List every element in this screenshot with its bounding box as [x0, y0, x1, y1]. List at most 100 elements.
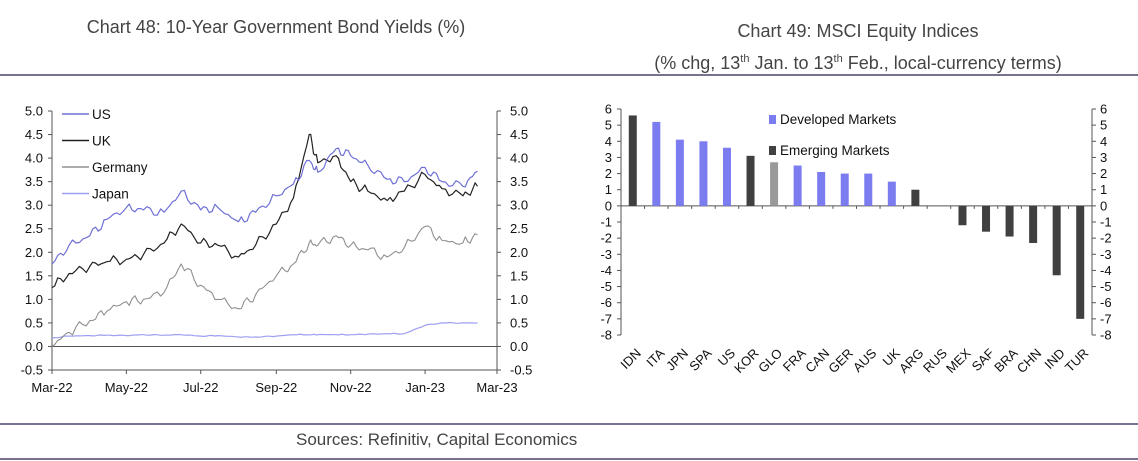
x-tick-label: Mar-22 [31, 380, 72, 395]
bar-can [817, 171, 826, 206]
y-tick-label: 0 [605, 198, 612, 213]
x-tick-label-chn: CHN [1014, 346, 1045, 377]
x-tick-label-spa: SPA [686, 345, 715, 374]
y-tick-label: 2.0 [25, 245, 43, 260]
bar-tur [1076, 205, 1085, 319]
y-right-tick-label: 3.0 [510, 198, 528, 213]
bar-chn [1029, 205, 1038, 243]
bar-kor [746, 155, 755, 206]
y-tick-label: -6 [600, 295, 612, 310]
y-right-tick-label: -5 [1100, 279, 1112, 294]
y-tick-label: 5 [605, 118, 612, 133]
y-tick-label: -0.5 [21, 363, 43, 378]
y-tick-label: 6 [605, 102, 612, 117]
y-right-tick-label: -3 [1100, 247, 1112, 262]
y-tick-label: 3 [605, 150, 612, 165]
y-tick-label: -4 [600, 263, 612, 278]
y-tick-label: 3.5 [25, 174, 43, 189]
y-right-tick-label: 0.5 [510, 315, 528, 330]
x-tick-label: Mar-23 [476, 380, 517, 395]
legend-label-developed: Developed Markets [780, 112, 897, 127]
y-right-tick-label: 3.5 [510, 174, 528, 189]
x-tick-label: Sep-22 [255, 380, 297, 395]
subtitle-sup: th [833, 53, 843, 65]
y-right-tick-label: -6 [1100, 295, 1112, 310]
x-tick-label: Nov-22 [330, 380, 372, 395]
y-tick-label: 4.5 [25, 127, 43, 142]
x-tick-label-idn: IDN [617, 346, 643, 372]
bar-idn [628, 115, 637, 206]
y-tick-label: -1 [600, 215, 612, 230]
bar-spa [699, 141, 708, 206]
series-line-us [51, 147, 478, 265]
legend-label-us: US [92, 107, 111, 122]
y-tick-label: -8 [600, 328, 612, 343]
subtitle-part: Jan. to 13 [749, 53, 834, 73]
y-tick-label: 1.5 [25, 268, 43, 283]
x-tick-label-saf: SAF [969, 345, 998, 374]
y-tick-label: -7 [600, 311, 612, 326]
x-tick-label-mex: MEX [943, 345, 974, 376]
x-tick-label: Jul-22 [183, 380, 218, 395]
x-tick-label-rus: RUS [920, 345, 950, 375]
y-right-tick-label: 0 [1100, 198, 1107, 213]
y-tick-label: 3.0 [25, 198, 43, 213]
y-right-tick-label: 4.0 [510, 151, 528, 166]
x-tick-label-glo: GLO [755, 346, 785, 376]
x-tick-label: May-22 [105, 380, 148, 395]
y-tick-label: 1.0 [25, 292, 43, 307]
y-right-tick-label: -7 [1100, 311, 1112, 326]
chart48-line-chart: 5.0 4.5 4.0 3.5 3.0 2.5 2.0 1.5 1.0 0.5 0.0 -0.5 5.0… [21, 104, 533, 396]
y-right-tick-label: 1.0 [510, 292, 528, 307]
footer-rule [0, 458, 1138, 460]
y-tick-label: -2 [600, 231, 612, 246]
y-tick-label: 2 [605, 166, 612, 181]
y-tick-label: 2.5 [25, 221, 43, 236]
x-tick-label-tur: TUR [1062, 346, 1091, 375]
bar-saf [982, 205, 991, 232]
x-tick-label-ind: IND [1041, 346, 1067, 372]
y-tick-label: 5.0 [25, 104, 43, 119]
y-right-tick-label: 2 [1100, 166, 1107, 181]
y-right-tick-label: 5.0 [510, 104, 528, 119]
chart49-bar-chart: 6 65 54 43 32 21 10 0-1 -1-2 -2-3 -3-4 -4-5 -5-6 -6-7… [600, 102, 1112, 377]
x-tick-label-ita: ITA [643, 345, 667, 369]
subtitle-part: (% chg, 13 [654, 53, 741, 73]
y-tick-label: -5 [600, 279, 612, 294]
bar-uk [887, 181, 896, 206]
y-right-tick-label: -0.5 [510, 363, 532, 378]
y-tick-label: 4.0 [25, 151, 43, 166]
y-tick-label: 0.5 [25, 315, 43, 330]
x-tick-label-jpn: JPN [663, 346, 691, 374]
series-line-japan [51, 321, 478, 339]
top-rule [0, 74, 1138, 76]
x-tick-label-can: CAN [802, 346, 832, 376]
bottom-rule [0, 423, 1138, 425]
bar-us [722, 147, 731, 206]
y-right-tick-label: 6 [1100, 102, 1107, 117]
chart49-title-line1: Chart 49: MSCI Equity Indices [737, 21, 979, 41]
x-tick-label-aus: AUS [850, 345, 880, 375]
chart49-title: Chart 49: MSCI Equity Indices (% chg, 13… [578, 17, 1138, 77]
y-tick-label: -3 [600, 247, 612, 262]
y-tick-label: 1 [605, 182, 612, 197]
bar-bra [1005, 205, 1014, 237]
legend-label-uk: UK [92, 134, 111, 149]
x-tick-label-ger: GER [825, 346, 856, 377]
chart49-subtitle: (% chg, 13th Jan. to 13th Feb., local-cu… [578, 45, 1138, 77]
y-right-tick-label: 1 [1100, 182, 1107, 197]
bar-ita [652, 121, 661, 206]
bar-ind [1052, 205, 1061, 276]
titles-band: Chart 48: 10-Year Government Bond Yields… [0, 0, 1138, 75]
sources-note: Sources: Refinitiv, Capital Economics [296, 430, 578, 449]
y-right-tick-label: -8 [1100, 328, 1112, 343]
y-right-tick-label: -4 [1100, 263, 1112, 278]
y-right-tick-label: 2.0 [510, 245, 528, 260]
bar-jpn [675, 139, 684, 206]
y-tick-label: 0.0 [25, 339, 43, 354]
chart48-title: Chart 48: 10-Year Government Bond Yields… [86, 17, 466, 37]
y-right-tick-label: 0.0 [510, 339, 528, 354]
series-line-germany [51, 225, 478, 347]
y-right-tick-label: 5 [1100, 118, 1107, 133]
bar-fra [793, 165, 802, 206]
